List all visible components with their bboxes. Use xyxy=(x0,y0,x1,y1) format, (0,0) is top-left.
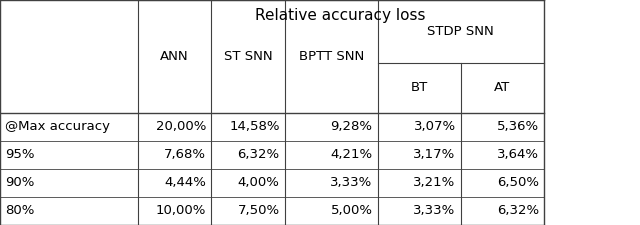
Text: 3,33%: 3,33% xyxy=(413,205,456,217)
Text: BT: BT xyxy=(411,81,428,94)
Text: 7,50%: 7,50% xyxy=(237,205,280,217)
Text: 6,32%: 6,32% xyxy=(237,148,280,161)
Text: 6,32%: 6,32% xyxy=(497,205,539,217)
Text: 4,00%: 4,00% xyxy=(238,176,280,189)
Text: 9,28%: 9,28% xyxy=(330,120,372,133)
Text: 5,00%: 5,00% xyxy=(330,205,372,217)
Text: 6,50%: 6,50% xyxy=(497,176,539,189)
Text: 3,17%: 3,17% xyxy=(413,148,456,161)
Text: 5,36%: 5,36% xyxy=(497,120,539,133)
Text: 14,58%: 14,58% xyxy=(229,120,280,133)
Text: 4,44%: 4,44% xyxy=(164,176,206,189)
Text: ANN: ANN xyxy=(160,50,189,63)
Text: BPTT SNN: BPTT SNN xyxy=(299,50,364,63)
Text: ST SNN: ST SNN xyxy=(224,50,272,63)
Text: 10,00%: 10,00% xyxy=(156,205,206,217)
Text: 3,21%: 3,21% xyxy=(413,176,456,189)
Text: @Max accuracy: @Max accuracy xyxy=(5,120,110,133)
Text: Relative accuracy loss: Relative accuracy loss xyxy=(255,8,426,23)
Text: 80%: 80% xyxy=(5,205,35,217)
Text: 90%: 90% xyxy=(5,176,35,189)
Text: 3,64%: 3,64% xyxy=(497,148,539,161)
Text: 3,07%: 3,07% xyxy=(413,120,456,133)
Text: STDP SNN: STDP SNN xyxy=(428,25,494,38)
Text: 3,33%: 3,33% xyxy=(330,176,372,189)
Text: AT: AT xyxy=(494,81,511,94)
Text: 20,00%: 20,00% xyxy=(156,120,206,133)
Text: 95%: 95% xyxy=(5,148,35,161)
Text: 4,21%: 4,21% xyxy=(330,148,372,161)
Text: 7,68%: 7,68% xyxy=(164,148,206,161)
